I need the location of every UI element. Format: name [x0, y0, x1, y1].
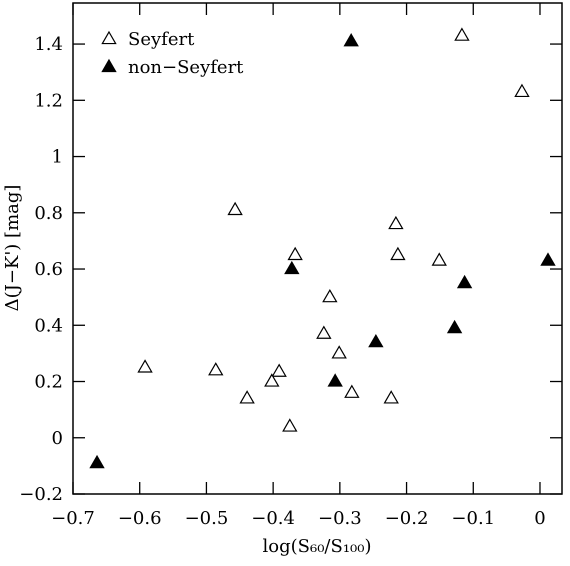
- x-tick-label: −0.1: [451, 508, 495, 529]
- data-point: [271, 363, 287, 377]
- y-tick-label: 0: [52, 428, 63, 449]
- x-tick-label: −0.6: [118, 508, 162, 529]
- data-point: [514, 83, 530, 98]
- x-tick-label: −0.2: [385, 508, 429, 529]
- data-point: [208, 362, 224, 376]
- legend-label: Seyfert: [128, 29, 195, 50]
- legend-marker: [101, 58, 117, 73]
- data-point: [540, 252, 556, 266]
- y-tick-label: 0.8: [34, 203, 63, 224]
- y-tick-label: 0.6: [34, 259, 63, 280]
- data-point: [390, 246, 406, 261]
- data-point: [383, 390, 399, 404]
- x-tick-label: −0.5: [185, 508, 229, 529]
- data-point: [227, 201, 243, 216]
- data-point: [388, 215, 404, 230]
- y-tick-label: 1: [52, 147, 63, 168]
- x-tick-label: −0.3: [318, 508, 362, 529]
- y-tick-label: 0.4: [34, 315, 63, 336]
- data-point: [284, 260, 300, 275]
- data-point: [331, 345, 347, 359]
- x-tick-label: −0.7: [51, 508, 95, 529]
- y-axis-label: Δ(J−K') [mag]: [2, 185, 23, 312]
- data-point: [137, 359, 153, 373]
- legend-marker: [101, 30, 117, 45]
- data-point: [454, 27, 470, 41]
- x-tick-label: 0: [534, 508, 545, 529]
- data-point: [368, 333, 384, 348]
- data-point: [316, 325, 332, 339]
- y-tick-label: 0.2: [34, 372, 63, 393]
- legend-label: non−Seyfert: [128, 57, 244, 78]
- plot-frame: [72, 2, 563, 495]
- data-point: [282, 418, 298, 432]
- data-point: [327, 373, 343, 387]
- data-point: [239, 390, 255, 404]
- data-point: [322, 288, 338, 303]
- data-point: [456, 274, 473, 289]
- y-tick-label: 1.2: [34, 90, 63, 111]
- data-point: [89, 454, 105, 469]
- y-tick-label: −0.2: [19, 484, 63, 505]
- data-point: [287, 246, 303, 261]
- x-axis-label: log(S₆₀/S₁₀₀): [263, 536, 372, 557]
- y-tick-label: 1.4: [34, 34, 63, 55]
- data-point: [264, 373, 280, 387]
- x-tick-label: −0.4: [251, 508, 295, 529]
- data-point: [446, 319, 463, 334]
- data-point: [343, 33, 359, 47]
- data-point: [431, 252, 447, 266]
- data-point: [344, 384, 360, 398]
